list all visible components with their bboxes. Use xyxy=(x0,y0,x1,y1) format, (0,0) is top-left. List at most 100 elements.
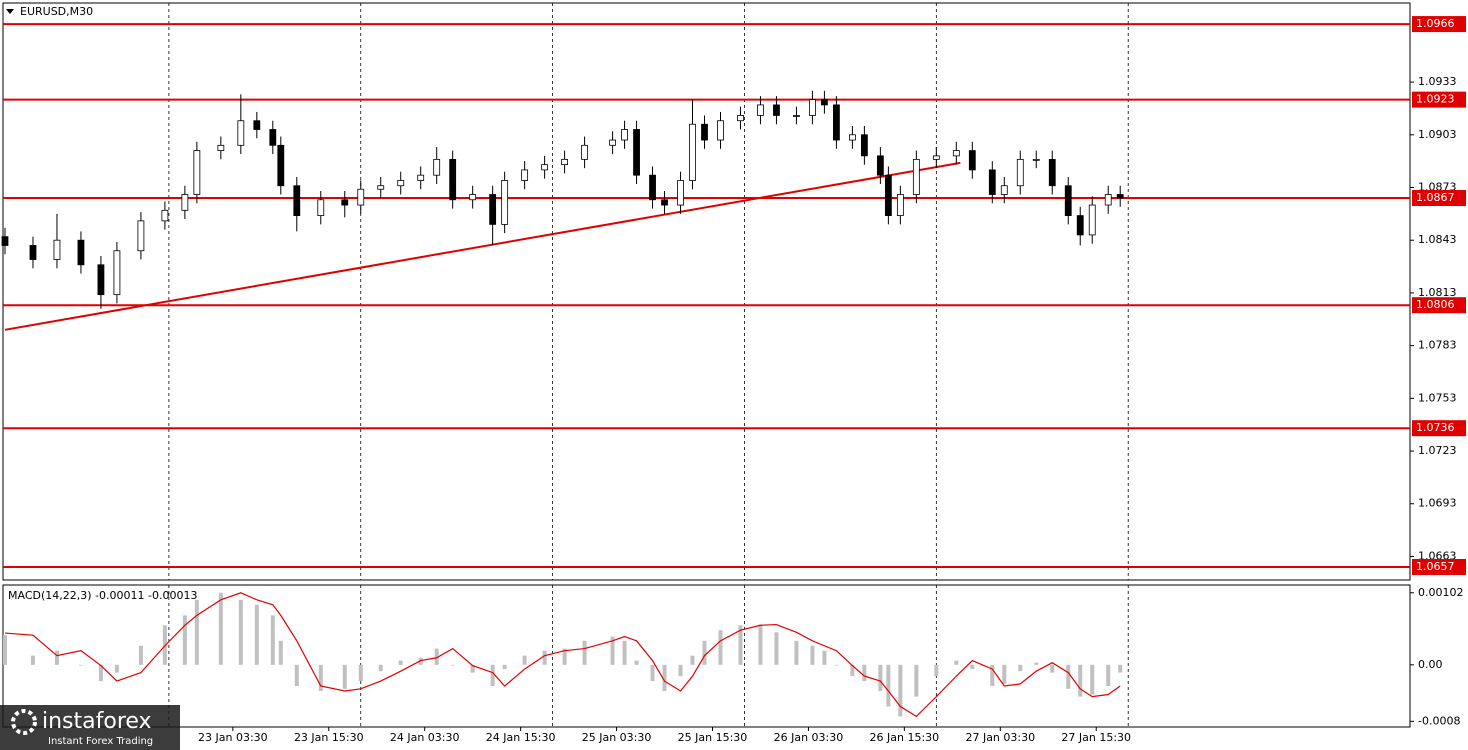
macd-bar xyxy=(822,650,827,665)
candle-body xyxy=(757,104,764,116)
macd-bar xyxy=(490,664,495,687)
macd-bar xyxy=(850,664,855,677)
candle-body xyxy=(397,180,405,187)
candle-body xyxy=(717,120,724,141)
y-tick-label: 1.0723 xyxy=(1418,444,1457,457)
candle-body xyxy=(1116,194,1124,199)
candle-body xyxy=(884,174,892,216)
macd-bar xyxy=(1090,664,1095,695)
macd-bar xyxy=(238,599,243,665)
candle-body xyxy=(469,194,477,201)
candle-body xyxy=(1,236,9,246)
candle-body xyxy=(97,264,105,296)
macd-bar xyxy=(218,592,223,665)
candle-body xyxy=(932,155,940,160)
macd-bar xyxy=(862,664,867,682)
candle-body xyxy=(689,123,696,181)
candle-body xyxy=(1064,185,1072,216)
macd-bar xyxy=(182,615,187,665)
candle-body xyxy=(417,174,425,181)
macd-bar xyxy=(690,655,695,665)
candle-body xyxy=(821,99,828,106)
trend-line xyxy=(4,161,961,331)
x-tick-label: 27 Jan 03:30 xyxy=(965,731,1035,744)
candle-body xyxy=(773,104,780,116)
candle-body xyxy=(113,250,121,296)
chart-title: EURUSD,M30 xyxy=(20,5,93,18)
macd-bar xyxy=(450,664,455,666)
macd-bar xyxy=(582,640,587,665)
macd-bar xyxy=(378,664,383,672)
macd-bar xyxy=(398,660,403,665)
macd-bar xyxy=(3,635,7,665)
y-tick-label: 1.0933 xyxy=(1418,75,1457,88)
level-label: 1.0657 xyxy=(1416,560,1455,573)
y-tick-label: 1.0693 xyxy=(1418,497,1457,510)
candle-body xyxy=(649,174,656,201)
macd-bar xyxy=(1002,664,1007,684)
macd-bar xyxy=(502,664,507,670)
candle-body xyxy=(988,169,996,195)
y-tick-label: 1.0843 xyxy=(1418,233,1457,246)
macd-bar xyxy=(98,664,103,682)
candle-body xyxy=(521,169,529,181)
macd-bar xyxy=(650,664,655,682)
x-tick-label: 25 Jan 03:30 xyxy=(582,731,652,744)
macd-bar xyxy=(418,657,423,665)
macd-bar xyxy=(678,664,683,677)
candle-body xyxy=(253,120,261,130)
candle-body xyxy=(77,239,85,266)
candle-body xyxy=(737,115,744,122)
candle-body xyxy=(357,188,365,206)
macd-bar xyxy=(54,650,59,665)
macd-bar xyxy=(970,664,975,670)
candle-body xyxy=(1016,158,1024,187)
candle-body xyxy=(269,129,277,146)
candle-body xyxy=(876,155,884,176)
macd-bar xyxy=(990,664,995,687)
macd-bar xyxy=(914,664,919,697)
watermark-tagline: Instant Forex Trading xyxy=(48,736,153,747)
candle-body xyxy=(217,144,225,151)
candle-body xyxy=(848,134,856,141)
x-tick-label: 23 Jan 03:30 xyxy=(198,731,268,744)
candle-body xyxy=(621,129,628,141)
candle-body xyxy=(293,185,301,216)
level-label-box xyxy=(1412,297,1466,314)
macd-bar xyxy=(810,645,815,665)
macd-signal-line xyxy=(4,592,1121,718)
x-tick-label: 25 Jan 15:30 xyxy=(678,731,748,744)
level-label: 1.0806 xyxy=(1416,298,1455,311)
candle-body xyxy=(833,104,840,141)
y-tick-label: 1.0903 xyxy=(1418,128,1457,141)
macd-bar xyxy=(138,645,143,665)
macd-bar xyxy=(270,615,275,665)
x-tick-label: 26 Jan 03:30 xyxy=(774,731,844,744)
candle-body xyxy=(449,158,457,201)
candle-body xyxy=(809,99,816,116)
macd-bar xyxy=(622,640,627,665)
x-tick-label: 24 Jan 15:30 xyxy=(486,731,556,744)
candle-body xyxy=(677,180,684,206)
macd-bar xyxy=(634,660,639,665)
candle-body xyxy=(561,158,569,166)
main-pane xyxy=(2,2,1411,581)
symbol-menu-icon xyxy=(6,9,14,14)
macd-bar xyxy=(542,650,547,665)
macd-bar xyxy=(1034,662,1039,665)
x-tick-label: 24 Jan 03:30 xyxy=(390,731,460,744)
macd-bar xyxy=(318,664,323,691)
macd-bar xyxy=(30,655,35,665)
candle-body xyxy=(1000,185,1008,195)
candle-body xyxy=(661,199,668,206)
macd-bar xyxy=(834,664,839,666)
macd-bar xyxy=(1106,664,1111,687)
watermark-icon xyxy=(11,709,37,735)
candle-body xyxy=(581,144,588,160)
level-label-box xyxy=(1412,16,1466,33)
candle-body xyxy=(1104,194,1112,206)
candle-body xyxy=(860,134,868,157)
candle-body xyxy=(912,158,920,195)
x-tick-label: 26 Jan 15:30 xyxy=(870,731,940,744)
